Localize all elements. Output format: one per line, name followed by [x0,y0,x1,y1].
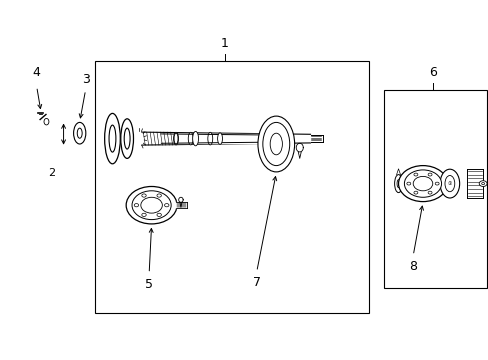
Ellipse shape [77,128,82,138]
Ellipse shape [174,133,178,144]
Ellipse shape [173,132,178,145]
Circle shape [413,191,417,194]
Bar [176,202,186,208]
Circle shape [164,204,169,207]
Bar [383,90,486,288]
Bar [95,61,368,313]
Circle shape [427,173,431,176]
Text: 4: 4 [33,66,41,78]
Circle shape [142,213,146,216]
Ellipse shape [439,169,459,198]
Circle shape [427,191,431,194]
Circle shape [398,166,447,202]
Circle shape [434,182,438,185]
Ellipse shape [263,122,289,166]
Ellipse shape [73,122,86,144]
Text: 8: 8 [408,260,416,273]
Ellipse shape [124,128,130,149]
Text: 1: 1 [221,37,228,50]
Circle shape [132,191,171,220]
Circle shape [478,181,486,186]
Ellipse shape [258,116,294,172]
Ellipse shape [44,118,49,125]
Circle shape [142,194,146,197]
Text: 7: 7 [252,276,260,289]
Ellipse shape [394,175,402,193]
Ellipse shape [444,176,454,192]
Ellipse shape [104,113,120,164]
Bar [161,134,266,143]
Circle shape [126,186,177,224]
Circle shape [404,170,441,197]
Bar [310,135,322,142]
Circle shape [134,204,139,207]
Ellipse shape [207,132,212,145]
Circle shape [141,197,162,213]
Ellipse shape [396,180,399,188]
Ellipse shape [121,119,133,158]
Ellipse shape [269,133,282,155]
Bar [466,169,482,198]
Circle shape [481,183,484,185]
Ellipse shape [192,131,198,146]
Circle shape [406,182,410,185]
Ellipse shape [109,125,116,152]
Circle shape [157,213,161,216]
Ellipse shape [217,133,222,144]
Text: 6: 6 [428,66,436,78]
Text: ①: ① [447,181,451,186]
Text: 5: 5 [145,278,153,291]
Text: 2: 2 [48,168,55,178]
Circle shape [413,173,417,176]
Circle shape [157,194,161,197]
Circle shape [412,176,432,191]
Text: 3: 3 [81,73,89,86]
Ellipse shape [188,132,193,145]
